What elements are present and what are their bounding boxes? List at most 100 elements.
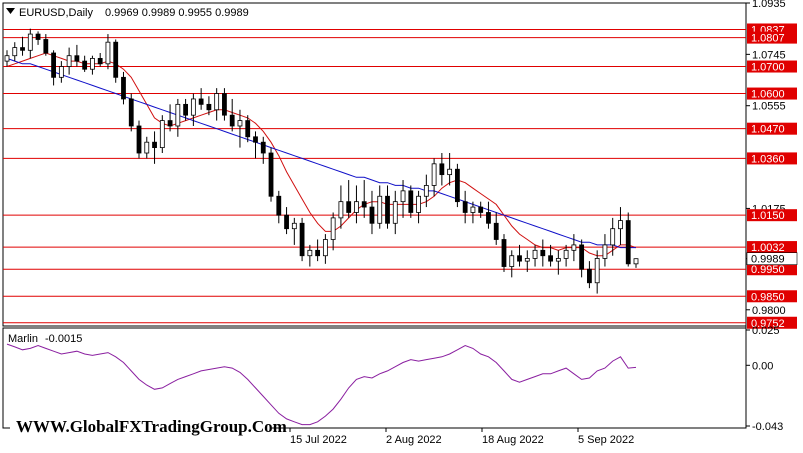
candle-bear [548, 255, 553, 262]
level-tag-bg [747, 87, 797, 100]
candle-bull [423, 185, 429, 197]
candle-bear [462, 201, 468, 213]
current-price-tag-bg [746, 252, 798, 265]
candlesticks [4, 28, 639, 294]
level-tag-label: 1.0360 [751, 153, 785, 165]
candle-bear [183, 103, 189, 116]
level-tag-label: 0.9950 [751, 264, 785, 276]
indicator-tick-label: 0.025 [752, 325, 780, 337]
time-tick-label: 5 Sep 2022 [578, 434, 634, 446]
candle-bear [74, 55, 80, 62]
candle-bull [563, 249, 569, 259]
candle-bull [610, 228, 616, 246]
level-tag-bg [747, 316, 797, 329]
candle-bull [377, 195, 383, 224]
price-tick-label: 1.0935 [752, 0, 786, 10]
candle-bear [136, 125, 142, 154]
candle-bear [260, 141, 266, 154]
marlin-indicator [6, 343, 637, 426]
horizontal-levels [3, 28, 746, 324]
level-tag-bg [747, 60, 797, 73]
candle-bear [97, 58, 103, 65]
candle-bull [291, 222, 297, 230]
candle-bear [276, 195, 282, 216]
candle-bull [144, 141, 150, 154]
candle-bear [198, 98, 204, 105]
moving-averages [6, 52, 637, 257]
candle-bull [307, 249, 313, 257]
collapse-triangle-icon[interactable] [6, 8, 15, 14]
level-tag-bg [747, 263, 797, 276]
candle-bull [338, 201, 344, 219]
level-price-tags: 1.08371.08071.07001.06001.04701.03601.01… [746, 23, 798, 330]
candle-bear [206, 103, 212, 111]
watermark-text: WWW.GlobalFXTradingGroup.Com [16, 417, 287, 436]
candle-bull [175, 103, 181, 127]
candle-bear [167, 120, 173, 127]
level-tag-bg [747, 23, 797, 36]
price-tick-label: 0.9800 [752, 305, 786, 317]
candle-bull [237, 120, 243, 127]
candle-bull [354, 201, 359, 213]
candle-bear [361, 201, 367, 208]
level-tag-label: 0.9850 [751, 291, 785, 303]
candle-bull [322, 239, 328, 257]
current-price-tag-label: 0.9989 [751, 254, 785, 266]
level-tag-bg [747, 209, 797, 222]
candle-bull [618, 220, 623, 230]
moving-average-line [6, 52, 637, 257]
candle-bear [35, 33, 41, 40]
candle-bear [299, 222, 305, 257]
candle-bear [501, 239, 507, 267]
candle-bull [190, 98, 196, 116]
candle-bull [12, 47, 18, 57]
candle-bull [524, 258, 530, 262]
indicator-tick-label: 0.00 [752, 360, 773, 372]
candle-bear [540, 249, 546, 257]
candle-bear [113, 41, 119, 78]
candle-bull [27, 33, 33, 51]
time-tick-label: 2 Aug 2022 [386, 434, 442, 446]
candle-bear [20, 47, 25, 51]
price-tick-label: 1.0555 [752, 101, 786, 113]
candle-bull [58, 66, 64, 78]
price-tick-label: 1.0745 [752, 49, 786, 61]
level-tag-bg [747, 122, 797, 135]
candle-bear [369, 206, 375, 224]
marlin-line [6, 343, 637, 426]
candle-bull [330, 217, 336, 240]
candle-bear [121, 76, 126, 100]
candle-bear [625, 220, 631, 265]
indicator-axis-ticks: 0.025 0.00 -0.043 [746, 325, 783, 433]
candle-bull [159, 120, 165, 149]
ohlc-readout: 0.9969 0.9989 0.9955 0.9989 [105, 7, 249, 19]
candle-bear [439, 163, 445, 176]
candle-bear [245, 120, 251, 138]
candle-bear [128, 98, 134, 127]
candle-bear [268, 152, 274, 197]
candle-bull [400, 190, 406, 203]
level-tag-label: 0.9752 [751, 318, 785, 330]
candle-bear [517, 255, 522, 262]
indicator-tick-label: -0.043 [752, 421, 783, 433]
candle-bear [454, 168, 460, 203]
time-tick-label: 18 Aug 2022 [482, 434, 544, 446]
candle-bull [105, 41, 111, 65]
indicator-name: Marlin [8, 333, 38, 345]
candle-bull [594, 258, 600, 284]
candle-bull [392, 201, 398, 224]
candle-bear [408, 190, 414, 213]
level-tag-label: 1.0600 [751, 89, 785, 101]
candle-bear [493, 222, 499, 240]
candle-bull [571, 244, 577, 251]
candle-bull [214, 93, 220, 111]
moving-average-line [6, 57, 636, 249]
indicator-value: -0.0015 [45, 333, 82, 345]
level-tag-bg [747, 290, 797, 303]
candle-bull [66, 55, 72, 67]
time-axis-ticks: 15 Jul 2022 2 Aug 2022 18 Aug 2022 5 Sep 20… [289, 428, 634, 446]
candle-bear [478, 206, 484, 213]
level-tag-bg [747, 31, 797, 44]
level-tag-bg [747, 152, 797, 165]
